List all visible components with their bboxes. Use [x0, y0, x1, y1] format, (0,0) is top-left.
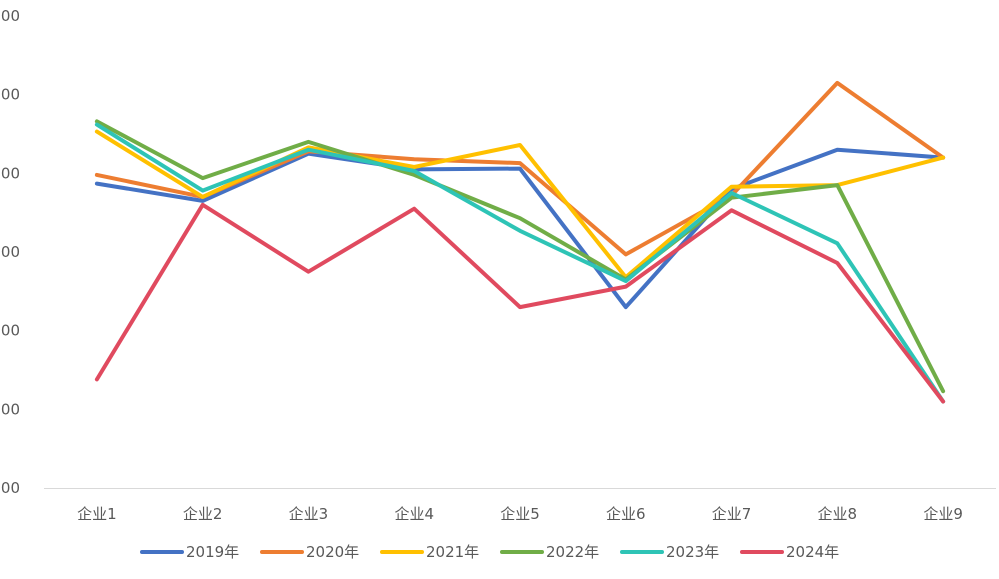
x-tick-label: 企业1 — [77, 505, 117, 523]
legend-label: 2020年 — [306, 543, 359, 561]
series-line-6 — [94, 202, 946, 404]
y-axis-ticks: 000 000 000 000 000 000 000 — [0, 7, 20, 497]
legend-label: 2019年 — [186, 543, 239, 561]
legend: 2019年 2020年 2021年 2022年 2023年 2024年 — [140, 543, 839, 561]
x-tick-label: 企业6 — [606, 505, 646, 523]
x-tick-label: 企业8 — [818, 505, 858, 523]
x-tick-label: 企业4 — [394, 505, 434, 523]
y-tick-label: 000 — [0, 243, 20, 261]
y-tick-label: 000 — [0, 86, 20, 104]
x-tick-label: 企业2 — [183, 505, 223, 523]
y-tick-label: 000 — [0, 400, 20, 418]
series-lines — [94, 80, 946, 404]
legend-label: 2022年 — [546, 543, 599, 561]
series-line-5 — [94, 122, 946, 404]
y-tick-label: 000 — [0, 322, 20, 340]
x-tick-label: 企业5 — [500, 505, 540, 523]
x-tick-label: 企业9 — [923, 505, 963, 523]
legend-label: 2024年 — [786, 543, 839, 561]
y-tick-label: 000 — [0, 7, 20, 25]
series-line-1 — [94, 147, 946, 310]
legend-label: 2023年 — [666, 543, 719, 561]
series-line-4 — [94, 119, 946, 394]
legend-label: 2021年 — [426, 543, 479, 561]
x-tick-label: 企业7 — [712, 505, 752, 523]
y-tick-label: 000 — [0, 164, 20, 182]
series-line-3 — [94, 129, 946, 280]
x-axis-ticks: 企业1 企业2 企业3 企业4 企业5 企业6 企业7 企业8 企业9 — [77, 505, 963, 523]
y-tick-label: 000 — [0, 479, 20, 497]
x-tick-label: 企业3 — [289, 505, 329, 523]
